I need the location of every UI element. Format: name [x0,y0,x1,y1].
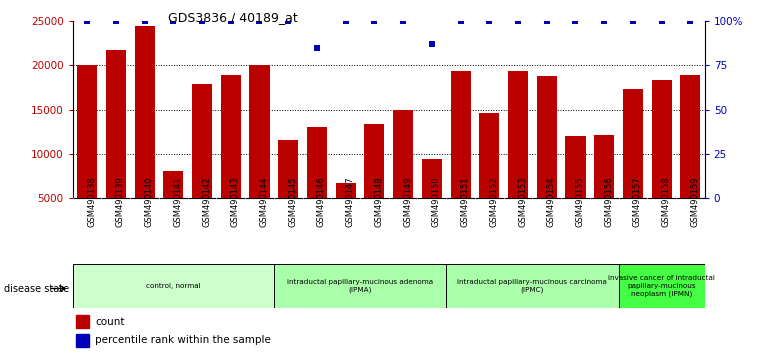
Text: GSM490142: GSM490142 [202,176,211,227]
Bar [450,71,470,242]
Point [454,18,466,24]
Bar [106,50,126,242]
Text: GSM490152: GSM490152 [489,176,498,227]
Text: GSM490145: GSM490145 [288,176,297,227]
Bar [336,183,355,242]
Text: GSM490150: GSM490150 [432,176,440,227]
Bar [76,334,89,347]
Point [368,18,381,24]
Point [81,18,93,24]
Bar [365,124,385,242]
Text: GSM490141: GSM490141 [173,176,182,227]
Text: GSM490143: GSM490143 [231,176,240,227]
Bar [192,84,212,242]
Text: GSM490156: GSM490156 [604,176,613,227]
Bar [135,25,155,242]
Bar [163,171,183,242]
Bar [307,127,327,242]
Point [339,18,352,24]
Point [110,18,122,24]
Bar [278,140,298,242]
Bar [619,264,705,308]
Bar [508,71,528,242]
Text: GSM490158: GSM490158 [662,176,670,227]
Text: GSM490159: GSM490159 [690,176,699,227]
Bar [446,264,619,308]
Text: GSM490155: GSM490155 [575,176,584,227]
Bar [73,264,274,308]
Text: GSM490140: GSM490140 [145,176,153,227]
Point [569,18,581,24]
Text: intraductal papillary-mucinous carcinoma
(IPMC): intraductal papillary-mucinous carcinoma… [457,279,607,293]
Text: invasive cancer of intraductal
papillary-mucinous
neoplasm (IPMN): invasive cancer of intraductal papillary… [608,275,715,297]
Point [311,45,323,51]
Point [684,18,696,24]
Point [483,18,496,24]
Point [282,18,294,24]
Bar [537,76,557,242]
Bar [393,110,413,242]
Text: intraductal papillary-mucinous adenoma
(IPMA): intraductal papillary-mucinous adenoma (… [287,279,433,293]
Text: control, normal: control, normal [146,283,201,289]
Point [541,18,553,24]
Point [656,18,668,24]
Bar [221,75,241,242]
Text: GSM490144: GSM490144 [260,176,268,227]
Bar [680,75,700,242]
Point [426,41,438,47]
Point [512,18,524,24]
Text: GSM490148: GSM490148 [375,176,383,227]
Bar [76,315,89,328]
Bar [422,159,442,242]
Point [397,18,409,24]
Text: GSM490157: GSM490157 [633,176,642,227]
Point [167,18,179,24]
Text: GSM490139: GSM490139 [116,176,125,227]
Text: GSM490151: GSM490151 [460,176,470,227]
Point [627,18,639,24]
Text: GSM490153: GSM490153 [518,176,527,227]
Text: GSM490154: GSM490154 [547,176,555,227]
Point [224,18,237,24]
Bar [274,264,446,308]
Text: GSM490138: GSM490138 [87,176,96,227]
Text: disease state: disease state [4,284,69,293]
Text: GSM490146: GSM490146 [317,176,326,227]
Point [254,18,266,24]
Text: percentile rank within the sample: percentile rank within the sample [95,335,270,346]
Point [598,18,611,24]
Text: GSM490149: GSM490149 [403,176,412,227]
Bar [250,65,270,242]
Point [196,18,208,24]
Text: count: count [95,316,124,327]
Text: GDS3836 / 40189_at: GDS3836 / 40189_at [168,11,297,24]
Bar [565,136,585,242]
Bar [594,135,614,242]
Text: GSM490147: GSM490147 [345,176,355,227]
Bar [623,88,643,242]
Bar [480,113,499,242]
Bar [77,65,97,242]
Bar [652,80,672,242]
Point [139,18,151,24]
